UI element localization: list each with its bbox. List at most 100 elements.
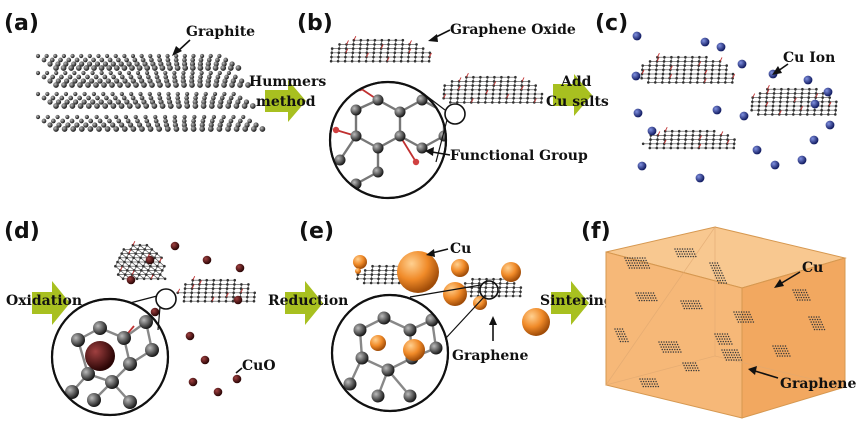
carbon-atom <box>373 43 376 46</box>
carbon-atom <box>420 59 424 63</box>
carbon-atom <box>715 277 718 279</box>
carbon-atom <box>641 383 643 385</box>
carbon-atom <box>775 347 778 350</box>
carbon-atom <box>725 68 728 72</box>
carbon-atom <box>174 65 181 71</box>
carbon-atom <box>772 96 775 99</box>
carbon-atom <box>390 281 394 285</box>
carbon-atom <box>203 299 207 303</box>
carbon-atom <box>764 113 767 116</box>
carbon-atom <box>651 383 653 385</box>
carbon-atom <box>688 364 690 367</box>
carbon-atom <box>775 352 778 355</box>
zoom-line-d1 <box>129 295 158 304</box>
graphene-flake <box>808 316 826 331</box>
carbon-atom <box>676 68 679 72</box>
carbon-atom <box>683 302 686 305</box>
carbon-atom <box>415 43 418 46</box>
carbon-atom <box>740 359 743 361</box>
carbon-atom <box>661 348 664 351</box>
carbon-atom <box>393 55 396 59</box>
carbon-atom <box>757 104 761 108</box>
carbon-atom <box>246 287 250 290</box>
carbon-atom <box>81 367 95 381</box>
carbon-atom <box>196 299 200 303</box>
carbon-atom <box>665 351 667 353</box>
carbon-atom <box>660 341 663 343</box>
carbon-atom <box>638 262 641 264</box>
carbon-atom <box>512 101 515 104</box>
carbon-atom <box>173 126 180 132</box>
carbon-atom <box>717 264 720 267</box>
carbon-atom <box>816 328 818 331</box>
carbon-atom <box>778 108 781 112</box>
carbon-atom <box>675 351 677 353</box>
functional-group-bond <box>353 35 357 41</box>
carbon-atom <box>745 311 748 313</box>
carbon-atom <box>722 335 725 338</box>
carbon-atom <box>698 307 701 310</box>
carbon-atom <box>771 113 774 116</box>
carbon-atom <box>216 126 223 132</box>
carbon-atom <box>366 38 370 42</box>
carbon-atom <box>190 295 193 299</box>
carbon-atom <box>653 294 656 297</box>
carbon-atom <box>799 113 802 116</box>
carbon-atom <box>391 269 395 272</box>
carbon-atom <box>457 84 461 87</box>
carbon-atom <box>712 138 715 141</box>
carbon-atom <box>212 91 218 97</box>
carbon-atom <box>800 96 803 99</box>
carbon-atom <box>157 57 163 63</box>
carbon-atom <box>189 78 195 84</box>
carbon-atom <box>87 126 94 132</box>
carbon-atom <box>60 118 66 124</box>
carbon-atom <box>646 383 648 385</box>
carbon-atom <box>116 260 119 264</box>
carbon-atom <box>712 134 716 137</box>
carbon-atom <box>689 367 691 369</box>
carbon-atom <box>223 57 229 63</box>
carbon-atom <box>197 65 204 71</box>
carbon-atom <box>786 350 789 352</box>
carbon-atom <box>449 101 452 104</box>
carbon-atom <box>113 65 120 71</box>
functional-group-bond <box>765 101 769 107</box>
carbon-atom <box>686 253 688 255</box>
cuo-particle <box>202 255 212 265</box>
cu-ion <box>739 111 749 121</box>
carbon-atom <box>463 282 467 285</box>
carbon-atom <box>111 74 116 80</box>
carbon-atom <box>73 91 78 97</box>
carbon-atom <box>353 323 367 337</box>
carbon-atom <box>647 264 650 267</box>
carbon-atom <box>200 118 206 124</box>
carbon-atom <box>350 104 362 116</box>
carbon-atom <box>695 369 698 372</box>
carbon-atom <box>471 277 474 281</box>
carbon-atom <box>680 300 682 302</box>
carbon-atom <box>123 114 129 120</box>
carbon-atom <box>93 82 99 88</box>
cu-annotation-f: Cu <box>802 260 823 276</box>
carbon-atom <box>119 91 124 97</box>
carbon-atom <box>677 55 680 59</box>
carbon-atom <box>752 321 755 323</box>
carbon-atom <box>330 47 334 50</box>
carbon-atom <box>135 70 141 76</box>
cuo-particle <box>126 275 136 285</box>
carbon-atom <box>633 267 636 269</box>
carbon-atom <box>786 355 789 357</box>
carbon-atom <box>344 47 348 50</box>
carbon-atom <box>151 103 158 109</box>
carbon-atom <box>633 262 636 264</box>
carbon-atom <box>719 138 722 141</box>
carbon-atom <box>239 287 243 290</box>
carbon-atom <box>689 76 692 80</box>
carbon-atom <box>330 51 334 55</box>
carbon-atom <box>652 292 655 294</box>
carbon-atom <box>70 126 77 132</box>
carbon-atom <box>711 146 715 150</box>
carbon-atom <box>400 47 404 50</box>
